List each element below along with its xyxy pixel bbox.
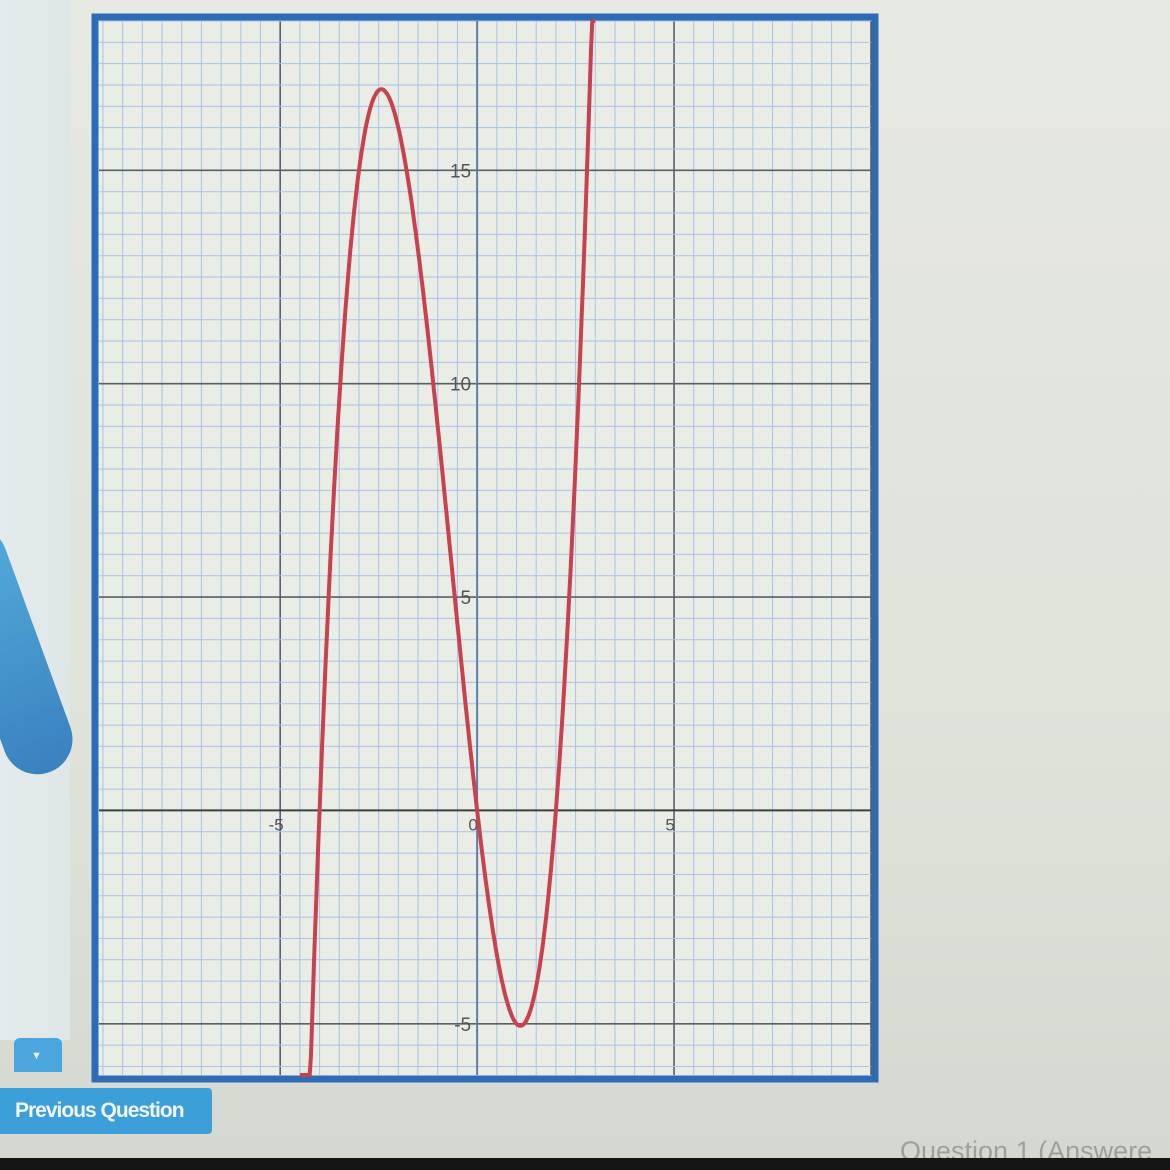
dropdown-toggle[interactable]: ▼ <box>14 1038 62 1072</box>
y-tick-label: -5 <box>454 1015 471 1036</box>
x-tick-label: -5 <box>269 815 284 834</box>
triangle-down-icon: ▼ <box>31 1050 42 1062</box>
y-tick-label: 15 <box>450 161 471 182</box>
x-tick-label: 0 <box>468 815 477 834</box>
y-tick-label: 5 <box>461 588 472 609</box>
screen-bezel <box>0 1158 1170 1170</box>
function-graph: -5 0 5 -5 5 10 15 <box>91 13 879 1083</box>
x-tick-label: 5 <box>665 815 674 834</box>
graph-panel: -5 0 5 -5 5 10 15 <box>90 12 890 1087</box>
left-panel <box>0 0 83 1040</box>
function-curve <box>298 19 597 1077</box>
graph-border <box>91 13 879 1083</box>
previous-question-button[interactable]: Previous Question <box>0 1088 212 1134</box>
decorative-glow <box>0 515 83 785</box>
y-tick-label: 10 <box>450 375 471 396</box>
